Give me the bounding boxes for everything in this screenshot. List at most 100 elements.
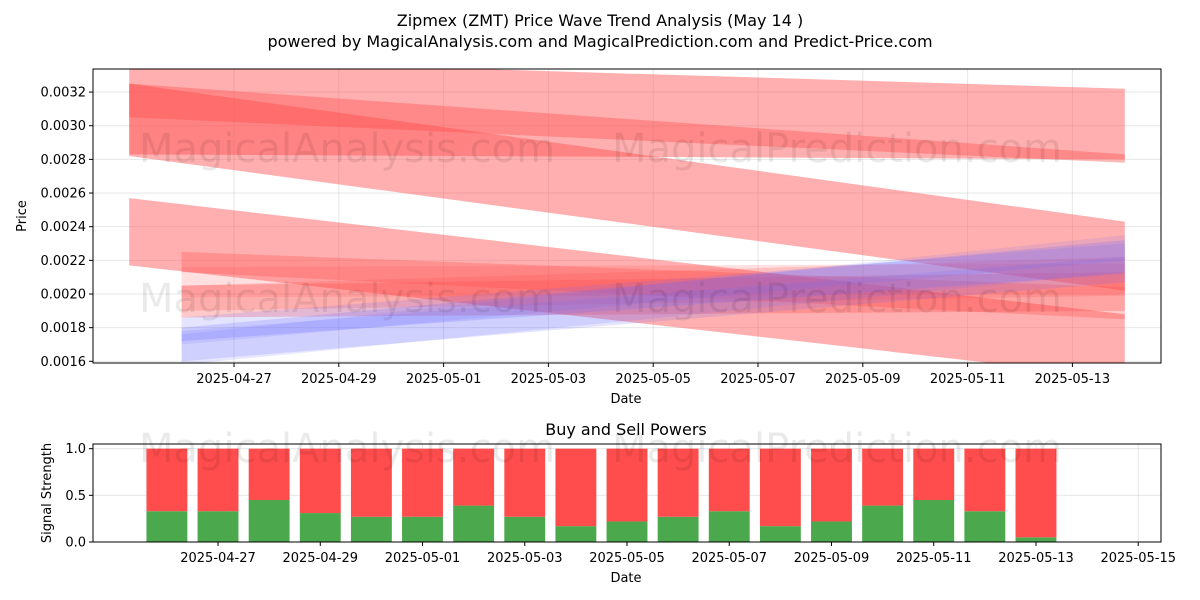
buy-power-bar — [708, 511, 750, 542]
buy-power-bar — [350, 516, 392, 542]
top-y-tick-label: 0.0024 — [41, 220, 87, 235]
top-x-tick-label: 2025-04-27 — [196, 372, 272, 387]
sell-power-bar — [453, 448, 495, 506]
sell-power-bar — [964, 448, 1006, 512]
top-x-tick-label: 2025-05-01 — [406, 372, 482, 387]
top-y-tick-label: 0.0026 — [41, 187, 87, 202]
watermark-analysis-top: MagicalAnalysis.com — [139, 126, 555, 172]
bottom-x-tick-label: 2025-05-15 — [1100, 551, 1176, 566]
sell-wave-band — [181, 263, 1125, 298]
chart-subtitle: powered by MagicalAnalysis.com and Magic… — [267, 32, 932, 51]
bottom-x-tick-label: 2025-05-01 — [385, 551, 461, 566]
buy-power-bar — [964, 511, 1006, 542]
top-x-tick-label: 2025-05-09 — [825, 372, 901, 387]
sell-wave-band — [129, 198, 1125, 363]
buy-sell-bars — [146, 448, 1057, 542]
buy-power-bar — [555, 526, 597, 542]
bottom-x-axis-label: Date — [610, 571, 641, 586]
top-y-tick-label: 0.0022 — [41, 254, 87, 269]
top-y-tick-label: 0.0020 — [41, 288, 87, 303]
top-x-tick-label: 2025-05-13 — [1035, 372, 1111, 387]
sell-power-bar — [811, 448, 852, 522]
top-y-tick-label: 0.0032 — [41, 86, 87, 101]
bottom-y-tick-label: 0.0 — [65, 536, 86, 551]
buy-power-bar — [197, 511, 239, 542]
bottom-x-tick-label: 2025-05-13 — [998, 551, 1074, 566]
sell-power-bar — [657, 448, 699, 517]
top-watermarks: MagicalAnalysis.com MagicalPrediction.co… — [139, 126, 1062, 322]
top-x-tick-label: 2025-05-03 — [511, 372, 587, 387]
sell-wave-band — [181, 251, 1125, 320]
top-x-tick-label: 2025-05-05 — [615, 372, 691, 387]
buy-wave-band — [181, 235, 1125, 345]
sell-wave-band — [181, 272, 1125, 318]
watermark-prediction-bottom: MagicalPrediction.com — [612, 426, 1062, 472]
sell-wave-band — [129, 69, 1125, 160]
sell-power-bar — [248, 448, 290, 500]
sell-power-bar — [402, 448, 443, 517]
buy-wave-band — [181, 240, 1125, 342]
sell-power-bar — [146, 448, 188, 512]
top-y-tick-label: 0.0028 — [41, 153, 87, 168]
sell-power-bar — [197, 448, 239, 512]
sell-wave-band — [129, 83, 1125, 291]
watermark-analysis-bottom: MagicalAnalysis.com — [139, 426, 555, 472]
bottom-watermarks: MagicalAnalysis.com MagicalPrediction.co… — [139, 426, 1062, 472]
bottom-chart-title: Buy and Sell Powers — [545, 420, 707, 439]
watermark-prediction-top: MagicalPrediction.com — [612, 126, 1062, 172]
bottom-y-axis-label: Signal Strength — [40, 443, 55, 543]
sell-power-bar — [555, 448, 597, 527]
bottom-x-tick-label: 2025-05-11 — [896, 551, 972, 566]
bottom-x-tick-label: 2025-05-09 — [794, 551, 870, 566]
price-wave-bands — [129, 69, 1125, 363]
buy-power-bar — [248, 500, 290, 542]
buy-power-bar — [1015, 537, 1057, 542]
sell-wave-band — [129, 83, 1125, 163]
sell-power-bar — [708, 448, 750, 512]
top-y-tick-label: 0.0030 — [41, 119, 87, 134]
bottom-x-axis: 2025-04-27 2025-04-29 2025-05-01 2025-05-03… — [180, 542, 1176, 566]
buy-power-bar — [913, 500, 955, 542]
bottom-x-tick-label: 2025-04-27 — [180, 551, 256, 566]
sell-power-bar — [350, 448, 392, 517]
top-gridlines — [93, 69, 1161, 363]
buy-power-bar — [657, 516, 699, 542]
buy-power-bar — [606, 521, 648, 542]
bottom-y-tick-label: 1.0 — [65, 442, 86, 457]
buy-power-bar — [453, 505, 495, 542]
sell-wave-band — [181, 256, 1125, 311]
buy-power-bar — [862, 505, 904, 542]
buy-power-bar — [759, 526, 801, 542]
top-x-axis: 2025-04-27 2025-04-29 2025-05-01 2025-05-03… — [196, 363, 1110, 387]
sell-power-bar — [1015, 448, 1057, 538]
top-x-tick-label: 2025-05-11 — [930, 372, 1006, 387]
top-y-axis: 0.0016 0.0018 0.0020 0.0022 0.0024 0.0026 0.00… — [41, 86, 93, 370]
bottom-y-axis: 0.0 0.5 1.0 — [65, 442, 93, 551]
watermark-analysis-middle: MagicalAnalysis.com — [139, 276, 555, 322]
sell-power-bar — [504, 448, 546, 517]
bottom-y-tick-label: 0.5 — [65, 489, 86, 504]
buy-wave-band — [181, 243, 1125, 362]
top-y-axis-label: Price — [15, 200, 30, 232]
top-y-tick-label: 0.0018 — [41, 321, 87, 336]
sell-power-bar — [606, 448, 648, 522]
sell-power-bar — [913, 448, 955, 500]
buy-power-bar — [402, 516, 443, 542]
buy-power-bar — [504, 516, 546, 542]
watermark-prediction-middle: MagicalPrediction.com — [612, 276, 1062, 322]
top-x-axis-label: Date — [610, 392, 641, 407]
bottom-x-tick-label: 2025-04-29 — [282, 551, 358, 566]
buy-power-bar — [146, 511, 188, 542]
buy-power-bar — [811, 521, 852, 542]
sell-power-bar — [299, 448, 341, 514]
buy-wave-band — [181, 256, 1125, 363]
sell-power-bar — [759, 448, 801, 527]
top-x-tick-label: 2025-04-29 — [301, 372, 377, 387]
buy-power-bar — [299, 513, 341, 542]
bottom-x-tick-label: 2025-05-03 — [487, 551, 563, 566]
top-y-tick-label: 0.0016 — [41, 355, 87, 370]
bottom-x-tick-label: 2025-05-05 — [589, 551, 665, 566]
top-x-tick-label: 2025-05-07 — [720, 372, 796, 387]
bottom-x-tick-label: 2025-05-07 — [691, 551, 767, 566]
